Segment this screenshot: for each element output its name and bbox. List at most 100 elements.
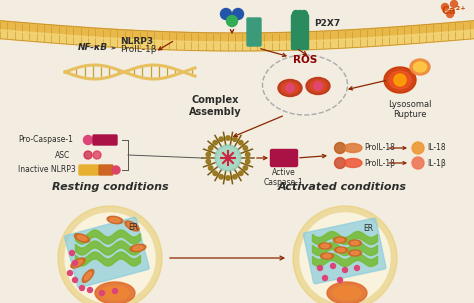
Circle shape: [226, 136, 230, 140]
Ellipse shape: [337, 248, 345, 252]
Circle shape: [238, 141, 243, 145]
Circle shape: [70, 251, 74, 255]
Ellipse shape: [73, 260, 82, 266]
Circle shape: [246, 152, 250, 157]
Text: Activated conditions: Activated conditions: [277, 182, 407, 192]
Ellipse shape: [348, 240, 362, 246]
Circle shape: [335, 142, 346, 154]
Text: Inactive NLRP3: Inactive NLRP3: [18, 165, 76, 175]
FancyBboxPatch shape: [303, 218, 386, 284]
Text: ER: ER: [363, 224, 373, 233]
Ellipse shape: [389, 71, 411, 89]
Text: Pro-Caspase-1: Pro-Caspase-1: [18, 135, 73, 145]
Circle shape: [246, 159, 250, 164]
Ellipse shape: [334, 237, 346, 243]
Ellipse shape: [125, 221, 139, 231]
Circle shape: [219, 149, 237, 167]
Text: ASC: ASC: [55, 151, 70, 159]
Circle shape: [215, 145, 241, 171]
Ellipse shape: [310, 81, 326, 92]
Ellipse shape: [286, 84, 294, 92]
Ellipse shape: [282, 82, 298, 94]
Circle shape: [88, 288, 92, 292]
FancyBboxPatch shape: [79, 165, 99, 175]
Text: ProIL-1β: ProIL-1β: [364, 158, 395, 168]
FancyBboxPatch shape: [271, 149, 298, 167]
Circle shape: [233, 175, 237, 179]
Circle shape: [219, 137, 223, 142]
Circle shape: [213, 141, 218, 145]
Ellipse shape: [344, 144, 362, 152]
Text: ROS: ROS: [293, 55, 317, 65]
Circle shape: [300, 213, 390, 303]
Ellipse shape: [348, 250, 362, 256]
Ellipse shape: [82, 269, 94, 282]
Circle shape: [219, 175, 223, 179]
Circle shape: [330, 264, 336, 268]
Ellipse shape: [327, 282, 367, 303]
Ellipse shape: [321, 244, 329, 248]
Ellipse shape: [351, 241, 359, 245]
Ellipse shape: [110, 218, 120, 222]
Ellipse shape: [333, 286, 361, 300]
Ellipse shape: [336, 238, 344, 242]
Ellipse shape: [74, 234, 90, 242]
Circle shape: [73, 261, 78, 265]
Ellipse shape: [394, 74, 406, 86]
Circle shape: [243, 146, 247, 150]
Circle shape: [412, 142, 424, 154]
Circle shape: [93, 151, 101, 159]
Text: Ca²⁺: Ca²⁺: [442, 6, 467, 16]
Circle shape: [233, 137, 237, 142]
Circle shape: [450, 1, 457, 8]
Circle shape: [447, 11, 454, 18]
Circle shape: [292, 11, 300, 18]
Circle shape: [297, 11, 303, 18]
Text: P2X7: P2X7: [314, 19, 340, 28]
Ellipse shape: [320, 253, 334, 259]
Ellipse shape: [351, 251, 359, 255]
Ellipse shape: [278, 79, 302, 96]
Circle shape: [343, 268, 347, 272]
Circle shape: [227, 15, 237, 26]
FancyBboxPatch shape: [64, 217, 149, 288]
Ellipse shape: [410, 59, 430, 75]
Text: Resting conditions: Resting conditions: [52, 182, 168, 192]
Text: IL-1β: IL-1β: [427, 158, 446, 168]
Circle shape: [209, 166, 213, 170]
Text: Active
Caspase-1: Active Caspase-1: [264, 168, 304, 187]
Ellipse shape: [314, 82, 322, 90]
Circle shape: [112, 288, 118, 294]
Circle shape: [206, 159, 210, 164]
Circle shape: [83, 135, 92, 145]
Text: ProIL-1β: ProIL-1β: [120, 45, 156, 54]
FancyBboxPatch shape: [292, 15, 309, 49]
Ellipse shape: [84, 272, 91, 280]
Circle shape: [84, 151, 92, 159]
Text: IL-18: IL-18: [427, 144, 446, 152]
Circle shape: [209, 146, 213, 150]
Circle shape: [73, 278, 78, 282]
Ellipse shape: [95, 282, 135, 303]
Ellipse shape: [335, 247, 347, 253]
Circle shape: [243, 166, 247, 170]
Circle shape: [441, 4, 448, 11]
Circle shape: [337, 278, 343, 282]
Circle shape: [206, 152, 210, 157]
Circle shape: [226, 176, 230, 180]
Text: NF-κB: NF-κB: [78, 43, 108, 52]
Text: ProIL-18: ProIL-18: [364, 144, 395, 152]
Ellipse shape: [344, 158, 362, 168]
Circle shape: [238, 171, 243, 175]
Ellipse shape: [77, 235, 87, 241]
Circle shape: [412, 157, 424, 169]
FancyBboxPatch shape: [247, 18, 261, 46]
Circle shape: [67, 271, 73, 275]
Text: Complex
Assembly: Complex Assembly: [189, 95, 241, 117]
Ellipse shape: [323, 254, 331, 258]
Ellipse shape: [133, 246, 143, 250]
FancyBboxPatch shape: [99, 165, 113, 175]
Circle shape: [318, 265, 322, 271]
Ellipse shape: [319, 243, 331, 249]
Ellipse shape: [306, 78, 330, 95]
